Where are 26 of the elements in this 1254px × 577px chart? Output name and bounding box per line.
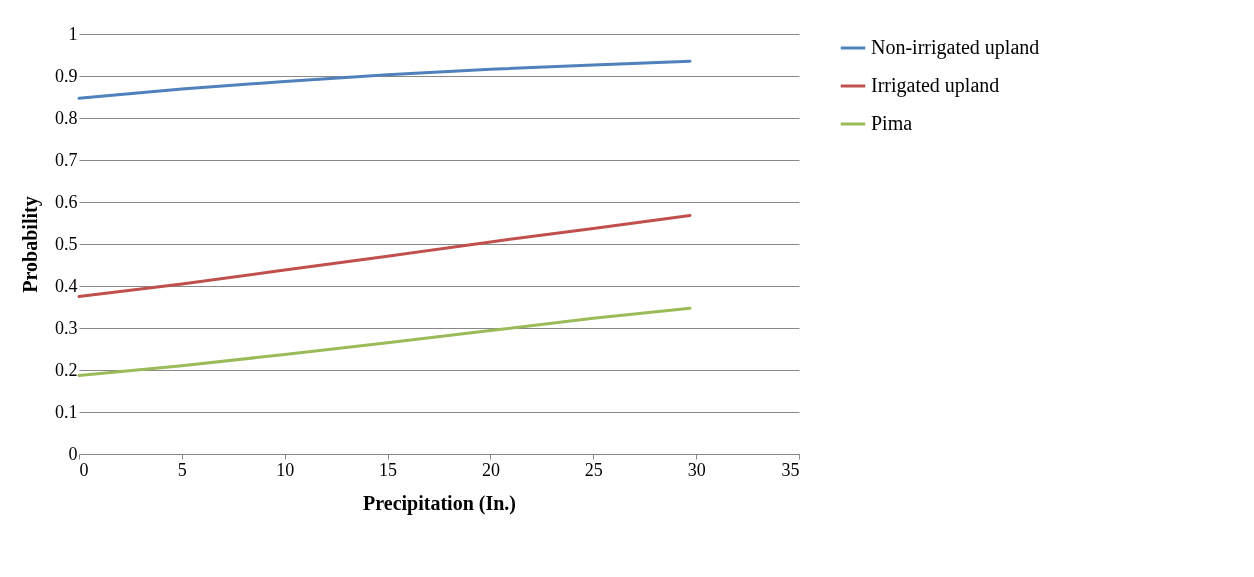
line-series <box>77 306 692 377</box>
x-tick-label: 10 <box>276 459 295 480</box>
y-tick-label: 0.8 <box>55 107 78 128</box>
y-tick-label: 0.3 <box>55 317 78 338</box>
x-tick-label: 25 <box>584 459 603 480</box>
y-tick-label: 0.5 <box>55 233 78 254</box>
x-tick-label: 5 <box>177 459 187 480</box>
y-tick-label: 0.9 <box>55 65 78 86</box>
y-tick-label: 0.7 <box>55 149 78 170</box>
x-tick-label: 15 <box>379 459 398 480</box>
y-tick-label: 0.6 <box>55 191 78 212</box>
y-tick-label: 0 <box>68 443 78 464</box>
y-tick-label: 0.2 <box>55 359 78 380</box>
y-tick-label: 1 <box>68 23 78 44</box>
legend-label: Non-irrigated upland <box>871 36 1040 59</box>
x-axis-title: Precipitation (In.) <box>363 491 516 515</box>
legend-label: Irrigated upland <box>871 74 1000 97</box>
line-series <box>77 59 692 100</box>
y-tick-label: 0.4 <box>55 275 78 296</box>
y-tick-label: 0.1 <box>55 401 78 422</box>
x-tick-label: 30 <box>687 459 706 480</box>
line-series <box>77 213 692 298</box>
x-tick-label: 20 <box>481 459 500 480</box>
x-tick-label: 35 <box>781 459 800 480</box>
y-axis-title: Probability <box>19 196 42 293</box>
legend-label: Pima <box>871 112 913 134</box>
